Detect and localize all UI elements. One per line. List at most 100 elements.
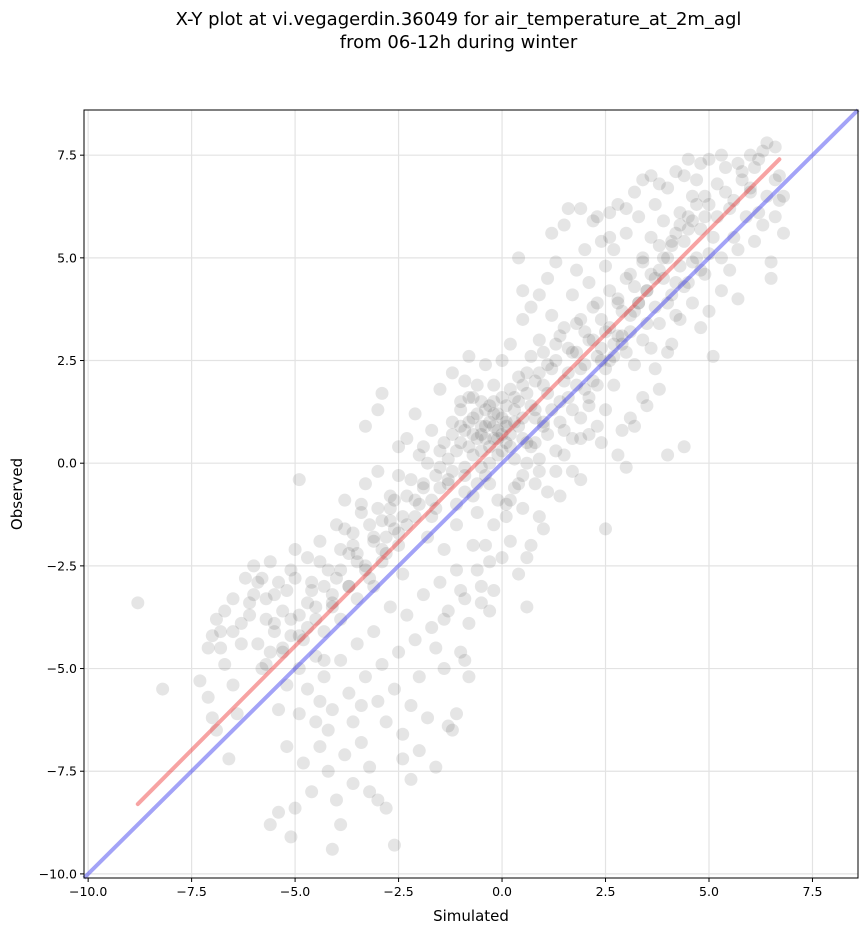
data-point	[615, 329, 629, 343]
data-point	[599, 259, 613, 273]
data-point	[383, 489, 397, 503]
data-point	[636, 333, 650, 347]
data-point	[412, 744, 426, 758]
data-point	[371, 793, 385, 807]
data-point	[507, 481, 521, 495]
data-point	[379, 801, 393, 815]
data-point	[499, 497, 513, 511]
reference-lines	[82, 108, 860, 880]
data-point	[503, 493, 517, 507]
data-point	[528, 403, 542, 417]
data-point	[466, 448, 480, 462]
data-point	[462, 440, 476, 454]
data-point	[263, 645, 277, 659]
data-point	[499, 510, 513, 524]
data-point	[532, 333, 546, 347]
data-point	[570, 378, 584, 392]
data-point	[669, 226, 683, 240]
data-point	[408, 633, 422, 647]
data-point	[541, 358, 555, 372]
data-point	[545, 308, 559, 322]
data-point	[437, 662, 451, 676]
data-point	[731, 243, 745, 257]
data-point	[470, 378, 484, 392]
data-point	[574, 362, 588, 376]
data-point	[574, 202, 588, 216]
data-point	[478, 469, 492, 483]
data-point	[768, 210, 782, 224]
data-point	[334, 818, 348, 832]
data-point	[305, 584, 319, 598]
data-point	[532, 288, 546, 302]
data-point	[371, 501, 385, 515]
x-tick-label: −10.0	[69, 884, 107, 899]
data-point	[520, 551, 534, 565]
data-point	[520, 600, 534, 614]
data-point	[648, 300, 662, 314]
data-point	[445, 723, 459, 737]
data-point	[466, 411, 480, 425]
data-point	[371, 464, 385, 478]
data-point	[694, 263, 708, 277]
data-point	[441, 452, 455, 466]
data-point	[325, 842, 339, 856]
data-point	[553, 415, 567, 429]
data-point	[334, 563, 348, 577]
data-point	[619, 226, 633, 240]
data-point	[491, 432, 505, 446]
data-point	[594, 354, 608, 368]
data-point	[710, 177, 724, 191]
data-point	[358, 419, 372, 433]
data-point	[586, 374, 600, 388]
data-point	[536, 415, 550, 429]
data-point	[400, 518, 414, 532]
data-point	[301, 596, 315, 610]
data-point	[445, 427, 459, 441]
data-point	[437, 612, 451, 626]
data-point	[636, 390, 650, 404]
data-point	[379, 715, 393, 729]
data-point	[387, 493, 401, 507]
data-point	[292, 473, 306, 487]
data-point	[752, 206, 766, 220]
data-point	[640, 284, 654, 298]
data-point	[317, 579, 331, 593]
data-point	[400, 432, 414, 446]
data-point	[619, 460, 633, 474]
plot-area-frame	[83, 109, 859, 879]
data-point	[478, 403, 492, 417]
data-point	[727, 230, 741, 244]
data-point	[478, 358, 492, 372]
data-point	[358, 563, 372, 577]
data-point	[706, 349, 720, 363]
data-point	[329, 571, 343, 585]
data-point	[574, 411, 588, 425]
data-point	[437, 436, 451, 450]
y-tick-label: 7.5	[57, 148, 77, 163]
data-point	[338, 748, 352, 762]
data-point	[209, 612, 223, 626]
data-point	[445, 366, 459, 380]
data-point	[450, 707, 464, 721]
data-point	[590, 349, 604, 363]
data-point	[727, 193, 741, 207]
data-point	[421, 711, 435, 725]
data-point	[694, 321, 708, 335]
data-point	[214, 625, 228, 639]
data-point	[214, 641, 228, 655]
data-point	[462, 670, 476, 684]
data-point	[458, 374, 472, 388]
data-point	[586, 300, 600, 314]
data-point	[325, 588, 339, 602]
data-point	[483, 604, 497, 618]
data-point	[565, 288, 579, 302]
data-point	[764, 271, 778, 285]
data-point	[706, 230, 720, 244]
scatter-points	[131, 136, 790, 856]
data-point	[690, 197, 704, 211]
data-point	[615, 423, 629, 437]
data-point	[383, 514, 397, 528]
data-point	[458, 423, 472, 437]
data-point	[549, 337, 563, 351]
data-point	[400, 608, 414, 622]
